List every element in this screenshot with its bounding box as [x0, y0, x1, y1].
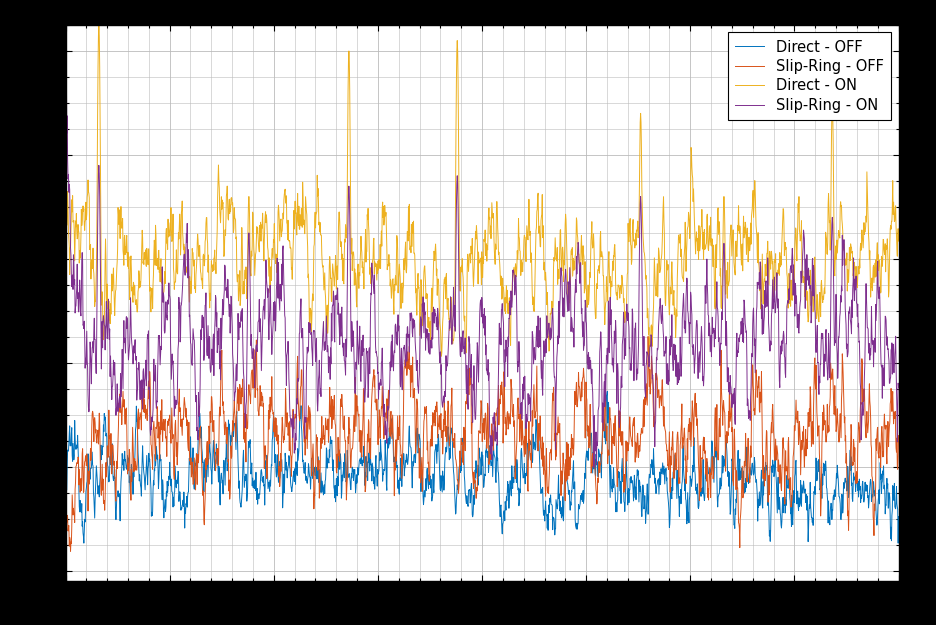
- Direct - OFF: [893, 513, 904, 521]
- Line: Direct - OFF: Direct - OFF: [66, 391, 899, 543]
- Slip-Ring - ON: [893, 383, 904, 391]
- Direct - OFF: [869, 492, 880, 499]
- Slip-Ring - OFF: [465, 379, 476, 387]
- Direct - OFF: [102, 462, 113, 470]
- Direct - ON: [60, 136, 71, 144]
- Direct - OFF: [443, 434, 454, 442]
- Slip-Ring - ON: [870, 335, 881, 342]
- Direct - ON: [436, 352, 447, 360]
- Direct - ON: [870, 273, 881, 281]
- Direct - ON: [103, 312, 114, 319]
- Direct - ON: [893, 238, 904, 245]
- Slip-Ring - ON: [465, 374, 476, 381]
- Direct - ON: [717, 282, 728, 290]
- Direct - OFF: [602, 388, 613, 395]
- Slip-Ring - ON: [589, 464, 600, 471]
- Slip-Ring - ON: [443, 338, 454, 346]
- Line: Slip-Ring - ON: Slip-Ring - ON: [66, 0, 899, 468]
- Slip-Ring - OFF: [642, 332, 653, 340]
- Slip-Ring - OFF: [870, 507, 881, 514]
- Slip-Ring - ON: [716, 308, 727, 316]
- Direct - ON: [466, 248, 477, 256]
- Direct - ON: [94, 21, 105, 29]
- Line: Slip-Ring - OFF: Slip-Ring - OFF: [66, 336, 899, 552]
- Slip-Ring - OFF: [443, 402, 454, 409]
- Slip-Ring - OFF: [60, 549, 71, 556]
- Direct - ON: [870, 259, 881, 267]
- Direct - OFF: [716, 467, 727, 474]
- Slip-Ring - OFF: [893, 432, 904, 439]
- Slip-Ring - ON: [102, 305, 113, 312]
- Slip-Ring - ON: [869, 337, 880, 344]
- Slip-Ring - OFF: [716, 396, 727, 403]
- Slip-Ring - OFF: [102, 454, 113, 461]
- Direct - OFF: [870, 487, 881, 494]
- Slip-Ring - OFF: [869, 501, 880, 508]
- Line: Direct - ON: Direct - ON: [66, 25, 899, 356]
- Direct - OFF: [60, 485, 71, 492]
- Direct - ON: [444, 315, 455, 322]
- Legend: Direct - OFF, Slip-Ring - OFF, Direct - ON, Slip-Ring - ON: Direct - OFF, Slip-Ring - OFF, Direct - …: [728, 32, 891, 120]
- Direct - OFF: [465, 498, 476, 506]
- Direct - OFF: [893, 539, 904, 547]
